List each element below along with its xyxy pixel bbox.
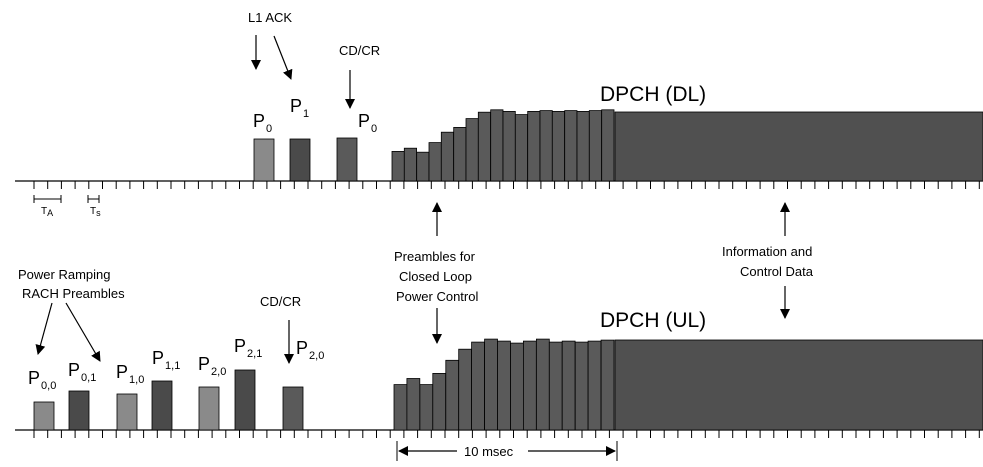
ramp-bar [419, 384, 434, 431]
ramp-bar [453, 127, 467, 182]
ramp-bar [428, 142, 442, 182]
ta-label: TA [41, 206, 53, 218]
ramp-bar [502, 111, 516, 182]
l1-ack-arrow-diagonal [273, 35, 293, 80]
dl-timeline-ticks [33, 181, 980, 189]
preambles-label-line3: Power Control [396, 289, 478, 304]
ramp-bar [510, 342, 524, 431]
cd-cr-dl-label: CD/CR [339, 43, 380, 58]
power-ramping-arrow-left [35, 302, 53, 355]
ramp-bar [458, 348, 473, 431]
ul-p20-label: P2,0 [198, 354, 226, 378]
power-ramping-arrow-right [65, 302, 101, 362]
l1-ack-label: L1 ACK [248, 10, 292, 25]
dl-p0-repeat-label: P0 [358, 111, 377, 135]
ul-preamble-p00-bar [33, 401, 55, 431]
ul-p11-label: P1,1 [152, 348, 180, 372]
dpch-dl-label: DPCH (DL) [600, 83, 706, 106]
ramp-bar [548, 341, 563, 431]
ts-label: Ts [90, 206, 101, 218]
ul-preamble-p20-bar [198, 386, 220, 431]
ramp-bar [403, 147, 417, 182]
ramp-bar [527, 111, 541, 182]
ul-preamble-p21-bar [234, 369, 256, 431]
ramp-bar [514, 114, 528, 182]
info-label-line2: Control Data [740, 264, 814, 279]
ramp-bar [465, 118, 479, 182]
ramp-bar [445, 359, 460, 431]
preambles-label-line1: Preambles for [394, 249, 476, 264]
ramp-bar [490, 109, 504, 182]
ramp-bar [551, 111, 565, 182]
ul-timeline-ticks [33, 430, 980, 438]
ramp-bar [484, 338, 498, 431]
ramp-bar [406, 378, 421, 431]
ul-power-control-ramp [393, 338, 615, 431]
ramp-bar [497, 340, 511, 431]
ramp-bar [471, 341, 485, 431]
dpch-ul-label: DPCH (UL) [600, 309, 706, 332]
ramp-bar [536, 338, 550, 431]
dl-preamble-p0-repeat-bar [336, 137, 358, 182]
ul-p01-label: P0,1 [68, 360, 96, 384]
dl-dpch-block [614, 111, 983, 182]
cd-cr-ul-label: CD/CR [260, 294, 301, 309]
ul-preamble-p11-bar [151, 380, 173, 431]
power-ramping-label-line2: RACH Preambles [22, 286, 125, 301]
ramp-bar [432, 372, 447, 431]
dl-power-control-ramp [391, 109, 615, 182]
ramp-bar [574, 341, 589, 431]
ramp-bar [523, 340, 537, 431]
ramp-bar [539, 110, 553, 182]
ramp-bar [393, 384, 408, 431]
ul-p10-label: P1,0 [116, 362, 144, 386]
ramp-bar [561, 340, 576, 431]
dl-p0-label: P0 [253, 111, 272, 135]
ramp-bar [587, 340, 602, 431]
ul-p21-label: P2,1 [234, 336, 262, 360]
ramp-bar [600, 339, 615, 431]
ul-p00-label: P0,0 [28, 368, 56, 392]
ul-p20-repeat-label: P2,0 [296, 338, 324, 362]
ramp-bar [477, 111, 491, 182]
ramp-bar [440, 131, 454, 182]
preambles-label-line2: Closed Loop [399, 269, 472, 284]
power-ramping-label-line1: Power Ramping [18, 267, 111, 282]
dl-p1-label: P1 [290, 96, 309, 120]
info-label-line1: Information and [722, 244, 812, 259]
msec-label: 10 msec [464, 444, 514, 459]
ramp-bar [601, 109, 615, 182]
ramp-bar [416, 151, 430, 182]
ul-dpch-block [614, 339, 983, 431]
ul-preamble-p01-bar [68, 390, 90, 431]
ul-preamble-p20-repeat-bar [282, 386, 304, 431]
ramp-bar [391, 150, 405, 182]
dl-preamble-p0-bar [253, 138, 275, 182]
ul-preamble-p10-bar [116, 393, 138, 431]
dl-preamble-p1-bar [289, 138, 311, 182]
ramp-bar [588, 110, 602, 182]
ramp-bar [564, 110, 578, 182]
ta-interval-marker [33, 195, 62, 203]
ts-interval-marker [87, 195, 100, 203]
ramp-bar [576, 111, 590, 182]
